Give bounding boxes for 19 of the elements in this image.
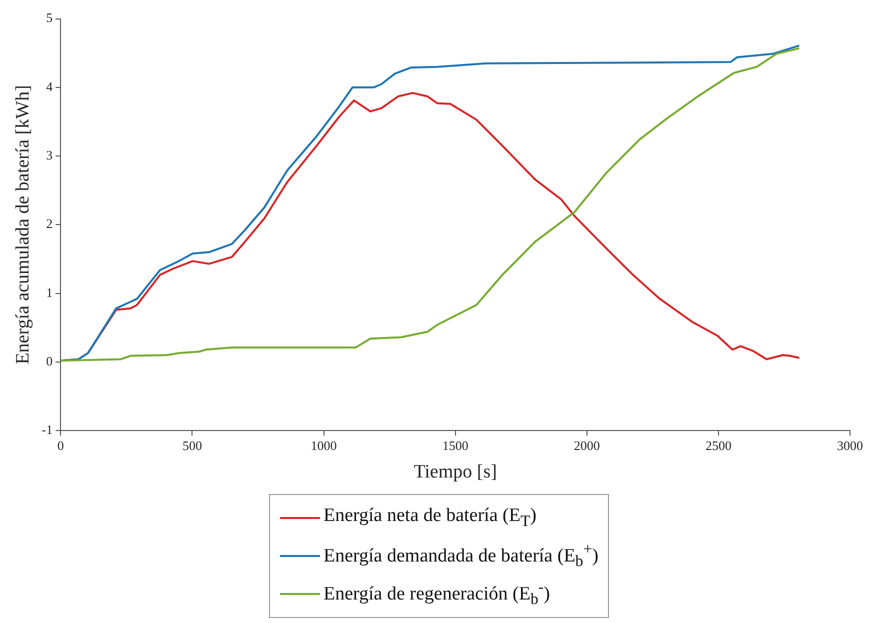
- y-axis-title: Energía acumulada de batería [kWh]: [12, 85, 34, 364]
- x-tick-label: 1000: [310, 438, 337, 453]
- legend-label: Energía de regeneración (E$_{b}$$^{-}$): [324, 578, 550, 610]
- x-tick-label: 1500: [442, 438, 468, 453]
- x-axis-title: Tiempo [s]: [414, 462, 497, 483]
- y-tick-label: -1: [42, 422, 53, 438]
- x-tick-label: 500: [182, 438, 202, 453]
- x-tick-label: 2000: [574, 438, 600, 453]
- x-tick-label: 3000: [837, 438, 863, 453]
- y-tick-label: 5: [46, 10, 53, 26]
- y-tick-label: 4: [46, 78, 54, 94]
- y-tick-label: 2: [46, 216, 53, 232]
- legend-label: Energía demandada de batería (E$_{b}$$^{+}$): [324, 540, 598, 572]
- x-tick-label: 2500: [705, 438, 732, 453]
- y-tick-label: 3: [46, 147, 53, 162]
- y-tick-label: 0: [46, 353, 53, 368]
- y-tick-label: 1: [46, 284, 53, 300]
- x-tick-label: 0: [57, 438, 64, 453]
- legend-label: Energía neta de batería (E$_{T}$): [324, 505, 536, 531]
